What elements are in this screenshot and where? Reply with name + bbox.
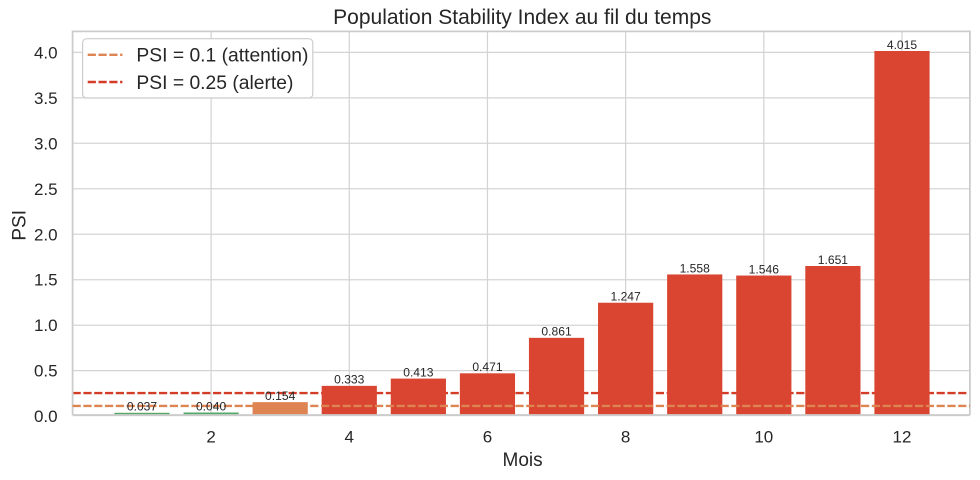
svg-text:0.154: 0.154 — [265, 389, 296, 403]
svg-text:0.0: 0.0 — [34, 407, 58, 426]
svg-text:1.247: 1.247 — [610, 290, 641, 304]
svg-text:Population Stability Index au: Population Stability Index au fil du tem… — [333, 6, 711, 29]
svg-text:1.558: 1.558 — [680, 261, 711, 275]
svg-text:1.5: 1.5 — [34, 271, 58, 290]
svg-text:2.5: 2.5 — [34, 180, 58, 199]
svg-text:3.0: 3.0 — [34, 134, 58, 153]
svg-text:2: 2 — [206, 427, 215, 446]
svg-text:12: 12 — [893, 427, 912, 446]
svg-text:1.0: 1.0 — [34, 316, 58, 335]
svg-text:10: 10 — [754, 427, 773, 446]
svg-text:PSI: PSI — [9, 210, 30, 241]
svg-text:8: 8 — [621, 427, 630, 446]
svg-text:0.333: 0.333 — [334, 373, 365, 387]
svg-text:4.015: 4.015 — [887, 38, 918, 52]
svg-text:2.0: 2.0 — [34, 225, 58, 244]
svg-text:4.0: 4.0 — [34, 43, 58, 62]
svg-text:0.861: 0.861 — [541, 325, 572, 339]
svg-text:1.546: 1.546 — [749, 262, 780, 276]
svg-text:PSI = 0.25 (alerte): PSI = 0.25 (alerte) — [136, 73, 293, 94]
svg-text:0.040: 0.040 — [196, 399, 227, 413]
svg-text:0.471: 0.471 — [472, 360, 503, 374]
svg-text:0.413: 0.413 — [403, 365, 434, 379]
svg-text:4: 4 — [345, 427, 354, 446]
svg-text:6: 6 — [483, 427, 492, 446]
svg-text:3.5: 3.5 — [34, 89, 58, 108]
svg-text:0.037: 0.037 — [127, 400, 158, 414]
svg-text:1.651: 1.651 — [818, 253, 849, 267]
svg-text:PSI = 0.1 (attention): PSI = 0.1 (attention) — [136, 46, 308, 67]
svg-text:0.5: 0.5 — [34, 362, 58, 381]
svg-text:Mois: Mois — [503, 450, 543, 471]
